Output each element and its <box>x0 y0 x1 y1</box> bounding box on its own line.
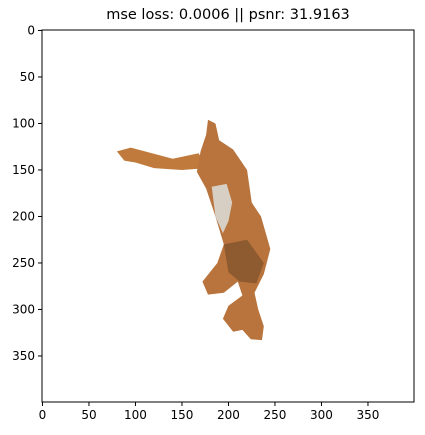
y-tick-label: 50 <box>20 70 35 84</box>
x-tick-label: 150 <box>171 408 194 422</box>
x-tick-label: 200 <box>217 408 240 422</box>
cat-body <box>196 119 271 341</box>
x-tick-label: 0 <box>39 408 47 422</box>
y-tick-label: 100 <box>12 116 35 130</box>
x-tick-label: 350 <box>357 408 380 422</box>
x-tick-label: 50 <box>81 408 96 422</box>
y-tick-label: 150 <box>12 163 35 177</box>
chart-title: mse loss: 0.0006 || psnr: 31.9163 <box>106 7 350 23</box>
cat-chest <box>211 183 233 234</box>
image <box>42 30 415 403</box>
y-tick-label: 200 <box>12 209 35 223</box>
cat-arm <box>116 147 207 170</box>
x-tick-label: 100 <box>124 408 147 422</box>
y-tick-label: 0 <box>27 23 35 37</box>
x-tick-label: 250 <box>264 408 287 422</box>
y-tick-label: 300 <box>12 302 35 316</box>
cat-shadow <box>223 239 264 284</box>
y-tick-label: 250 <box>12 256 35 270</box>
x-tick-label: 300 <box>310 408 333 422</box>
y-tick-label: 350 <box>12 349 35 363</box>
